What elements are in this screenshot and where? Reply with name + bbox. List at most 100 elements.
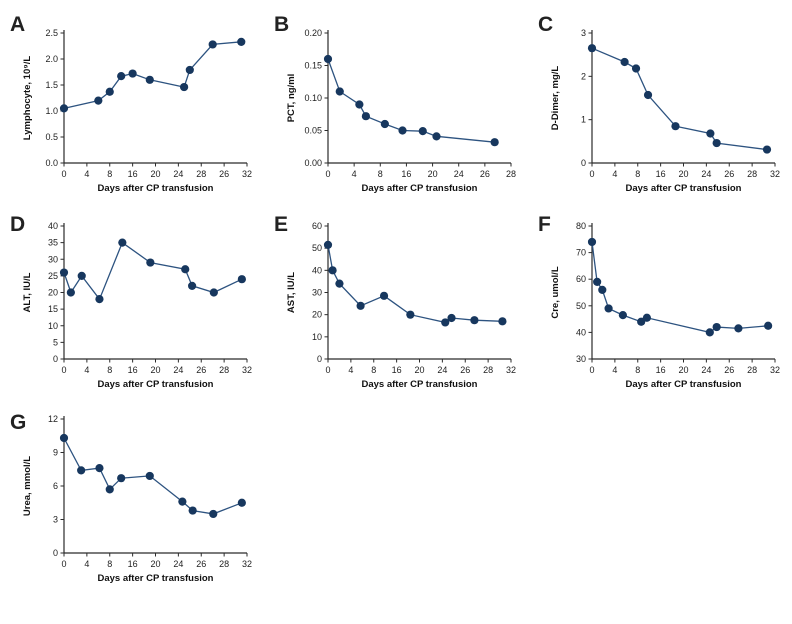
data-point bbox=[643, 90, 653, 100]
y-tick-label: 30 bbox=[312, 288, 322, 298]
x-tick-label: 24 bbox=[173, 365, 183, 375]
data-point bbox=[59, 104, 69, 113]
y-axis-title: ALT, IU/L bbox=[22, 272, 33, 312]
x-tick-label: 26 bbox=[480, 169, 490, 179]
data-point bbox=[77, 466, 86, 475]
data-point bbox=[105, 485, 114, 494]
y-tick-label: 60 bbox=[312, 221, 322, 231]
x-axis-title: Days after CP transfusion bbox=[362, 183, 478, 194]
data-point bbox=[181, 265, 190, 274]
x-tick-label: 8 bbox=[107, 169, 112, 179]
chart-f-svg: 30 40 50 60 70 80 0 4 8 16 20 24 26 28 32 Cre, umol/L Da… bbox=[550, 221, 780, 390]
x-tick-label: 20 bbox=[414, 365, 424, 375]
y-tick-label: 50 bbox=[576, 301, 586, 311]
data-point bbox=[77, 271, 86, 280]
chart-panel-f: F 30 40 50 60 70 80 0 4 8 16 20 24 26 28 32 Cre, umol/L… bbox=[528, 208, 792, 408]
y-tick-label: 0 bbox=[581, 158, 586, 168]
data-point bbox=[237, 37, 246, 46]
x-tick-label: 16 bbox=[392, 365, 402, 375]
data-point bbox=[712, 322, 721, 332]
x-tick-label: 16 bbox=[656, 169, 666, 179]
x-tick-label: 0 bbox=[61, 559, 66, 569]
y-tick-label: 1 bbox=[581, 115, 586, 125]
panel-letter-a: A bbox=[10, 13, 25, 36]
data-point bbox=[498, 317, 507, 326]
x-tick-label: 0 bbox=[61, 365, 66, 375]
data-point bbox=[734, 324, 743, 333]
data-point bbox=[209, 509, 218, 519]
y-axis-title: Cre, umol/L bbox=[550, 266, 561, 318]
x-tick-label: 26 bbox=[196, 559, 206, 569]
x-tick-label: 16 bbox=[401, 169, 411, 179]
series-line bbox=[327, 58, 495, 143]
x-axis-title: Days after CP transfusion bbox=[98, 379, 214, 390]
x-tick-label: 0 bbox=[589, 169, 594, 179]
y-tick-label: 30 bbox=[48, 254, 58, 264]
series-line bbox=[591, 241, 769, 334]
x-axis-title: Days after CP transfusion bbox=[626, 379, 742, 390]
data-point bbox=[706, 129, 715, 138]
x-tick-label: 20 bbox=[678, 169, 688, 179]
x-axis-title: Days after CP transfusion bbox=[626, 183, 742, 194]
data-point bbox=[328, 266, 337, 275]
data-point bbox=[117, 72, 126, 81]
data-point bbox=[620, 57, 629, 67]
x-tick-label: 24 bbox=[173, 559, 183, 569]
x-tick-label: 28 bbox=[747, 365, 757, 375]
chart-panel-b: B 0.00 0.05 0.10 0.15 0.20 0 4 8 16 20 24 26 28 PCT, … bbox=[264, 0, 528, 208]
x-tick-label: 32 bbox=[242, 169, 252, 179]
x-tick-label: 32 bbox=[770, 169, 780, 179]
x-tick-label: 8 bbox=[107, 365, 112, 375]
y-tick-label: 3 bbox=[581, 28, 586, 38]
data-point bbox=[441, 318, 450, 327]
data-point bbox=[66, 288, 75, 297]
x-tick-label: 32 bbox=[770, 365, 780, 375]
x-tick-label: 16 bbox=[128, 169, 138, 179]
data-point bbox=[447, 313, 456, 323]
data-point bbox=[237, 498, 246, 507]
data-point bbox=[671, 122, 680, 131]
y-tick-label: 25 bbox=[48, 271, 58, 281]
y-tick-label: 30 bbox=[576, 354, 586, 364]
data-point bbox=[95, 295, 104, 304]
data-point bbox=[618, 311, 627, 320]
x-tick-label: 26 bbox=[196, 365, 206, 375]
y-tick-label: 0.00 bbox=[304, 158, 322, 168]
x-axis-title: Days after CP transfusion bbox=[98, 573, 214, 584]
y-tick-label: 5 bbox=[53, 337, 58, 347]
data-point bbox=[179, 82, 189, 92]
y-tick-label: 0.0 bbox=[45, 158, 58, 168]
y-tick-label: 0.5 bbox=[45, 132, 58, 142]
x-tick-label: 28 bbox=[483, 365, 493, 375]
chart-panel-a: A 0.0 0.5 1.0 1.5 2.0 2.5 0 4 8 16 20 24 28 26 32 Lymph… bbox=[0, 0, 264, 208]
x-tick-label: 28 bbox=[219, 365, 229, 375]
y-tick-label: 60 bbox=[576, 274, 586, 284]
data-point bbox=[323, 54, 333, 64]
data-point bbox=[237, 275, 246, 284]
y-tick-label: 70 bbox=[576, 248, 586, 258]
y-tick-label: 0.05 bbox=[304, 126, 322, 136]
y-tick-label: 1.0 bbox=[45, 106, 58, 116]
data-point bbox=[59, 268, 69, 277]
y-tick-label: 1.5 bbox=[45, 80, 58, 90]
series-line bbox=[327, 244, 503, 324]
y-tick-label: 15 bbox=[48, 304, 58, 314]
data-point bbox=[490, 138, 499, 147]
data-point bbox=[379, 291, 389, 300]
x-tick-label: 16 bbox=[128, 365, 138, 375]
panel-letter-b: B bbox=[274, 13, 289, 36]
data-point bbox=[59, 433, 69, 443]
data-point bbox=[323, 240, 333, 249]
x-tick-label: 16 bbox=[128, 559, 138, 569]
data-point bbox=[117, 474, 126, 483]
x-tick-label: 4 bbox=[84, 559, 89, 569]
chart-panel-d: D 0 5 10 15 20 25 30 35 40 0 4 8 16 20 24 26 28 32 ALT, IU… bbox=[0, 208, 264, 408]
x-tick-label: 0 bbox=[589, 365, 594, 375]
data-point bbox=[604, 304, 613, 313]
x-tick-label: 4 bbox=[612, 169, 617, 179]
x-tick-label: 8 bbox=[635, 169, 640, 179]
y-tick-label: 9 bbox=[53, 448, 58, 458]
x-tick-label: 0 bbox=[61, 169, 66, 179]
data-point bbox=[178, 497, 187, 506]
